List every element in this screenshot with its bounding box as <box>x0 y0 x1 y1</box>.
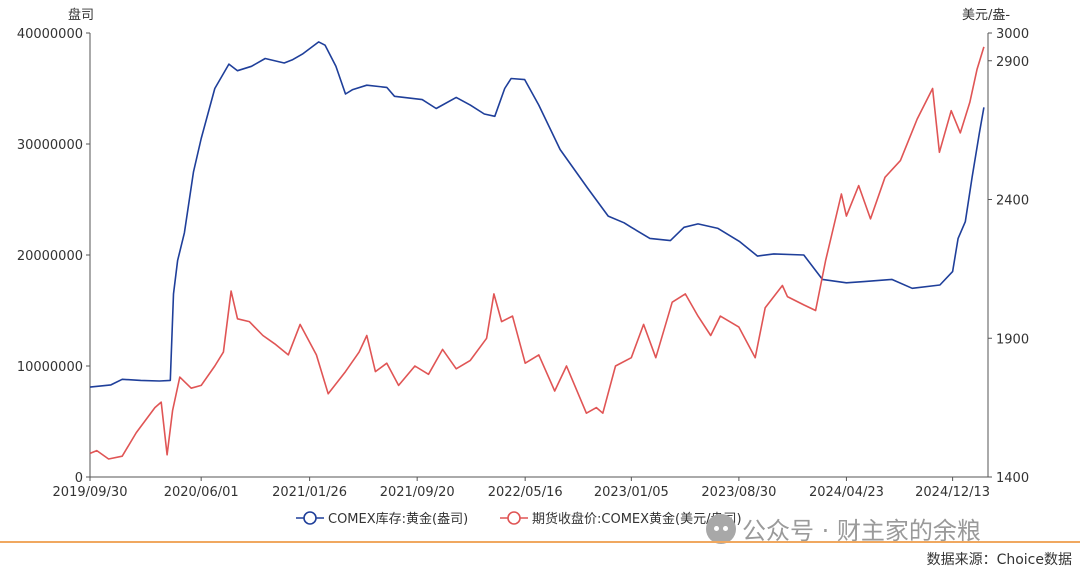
left-axis-unit: 盘司 <box>68 7 94 23</box>
left-tick-label: 20000000 <box>17 249 83 264</box>
series-line-1 <box>89 41 985 388</box>
legend-marker-2 <box>507 511 521 525</box>
legend-label-2: 期货收盘价:COMEX黄金(美元/盎司) <box>532 511 742 527</box>
x-tick-label: 2024/12/13 <box>915 485 990 500</box>
left-tick-label: 0 <box>75 471 83 486</box>
x-tick-label: 2023/01/05 <box>594 485 669 500</box>
x-tick-label: 2021/09/20 <box>380 485 455 500</box>
x-tick-label: 2020/06/01 <box>164 485 239 500</box>
series-line-2 <box>89 46 985 460</box>
axes: 0 10000000 20000000 30000000 40000000 1400 190… <box>17 27 1029 500</box>
watermark-text: 公众号 · 财主家的余粮 <box>742 517 981 545</box>
right-tick-label: 2900 <box>996 55 1029 70</box>
x-tick-label: 2019/09/30 <box>53 485 128 500</box>
left-tick-label: 40000000 <box>17 27 83 42</box>
legend-label-1: COMEX库存:黄金(盎司) <box>328 511 468 527</box>
left-tick-label: 10000000 <box>17 360 83 375</box>
x-tick-label: 2022/05/16 <box>488 485 563 500</box>
x-tick-label: 2023/08/30 <box>701 485 776 500</box>
right-tick-label: 3000 <box>996 27 1029 42</box>
wechat-icon <box>706 513 736 544</box>
data-source: 数据来源：Choice数据 <box>926 552 1072 568</box>
legend-marker-1 <box>303 511 317 525</box>
watermark: 公众号 · 财主家的余粮 <box>706 511 981 546</box>
right-axis-unit: 美元/盎- <box>962 8 1010 23</box>
legend: COMEX库存:黄金(盎司) 期货收盘价:COMEX黄金(美元/盎司) <box>296 511 742 527</box>
divider <box>0 541 1080 543</box>
right-tick-label: 1900 <box>996 332 1029 347</box>
x-tick-label: 2021/01/26 <box>272 485 347 500</box>
series-layer <box>89 41 985 460</box>
x-tick-label: 2024/04/23 <box>809 485 884 500</box>
left-tick-label: 30000000 <box>17 138 83 153</box>
right-tick-label: 1400 <box>996 471 1029 486</box>
right-tick-label: 2400 <box>996 194 1029 209</box>
